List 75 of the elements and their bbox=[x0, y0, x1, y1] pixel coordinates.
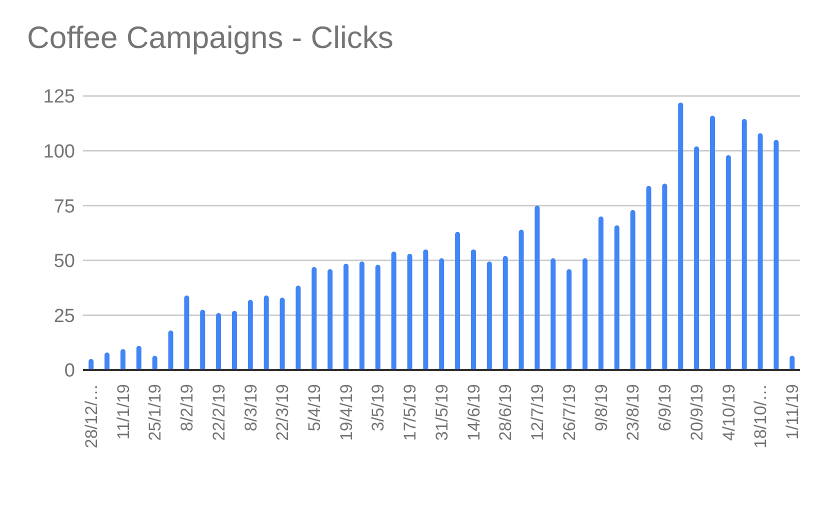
x-tick-label: 22/2/19 bbox=[209, 384, 228, 441]
bar bbox=[710, 116, 715, 370]
x-tick-label: 11/1/19 bbox=[114, 384, 133, 440]
bar bbox=[168, 330, 174, 370]
x-tick-label: 17/5/19 bbox=[400, 384, 420, 441]
bar bbox=[391, 252, 396, 370]
x-tick-label: 25/1/19 bbox=[146, 384, 165, 441]
bar bbox=[136, 346, 142, 370]
bar bbox=[344, 264, 349, 370]
bar bbox=[248, 300, 253, 370]
y-tick-label: 100 bbox=[43, 142, 75, 163]
x-tick-label: 28/6/19 bbox=[496, 384, 516, 441]
bar bbox=[678, 102, 684, 370]
x-tick-label: 3/5/19 bbox=[368, 384, 388, 432]
bar bbox=[455, 232, 460, 370]
chart-title: Coffee Campaigns - Clicks bbox=[27, 20, 394, 56]
bar bbox=[104, 352, 110, 370]
y-tick-label: 125 bbox=[43, 86, 75, 108]
bar bbox=[375, 264, 380, 370]
x-tick-label: 8/2/19 bbox=[178, 384, 197, 432]
bar bbox=[518, 230, 524, 370]
bar bbox=[534, 206, 540, 370]
bar bbox=[566, 269, 572, 370]
bar bbox=[662, 184, 668, 370]
bar bbox=[758, 133, 763, 370]
bar bbox=[470, 249, 476, 370]
x-tick-label: 5/4/19 bbox=[304, 384, 324, 432]
x-tick-label: 26/7/19 bbox=[560, 384, 579, 441]
bar bbox=[630, 210, 636, 370]
x-tick-label: 18/10/… bbox=[751, 384, 770, 448]
bar bbox=[423, 249, 428, 370]
bar bbox=[407, 254, 412, 370]
x-tick-label: 31/5/19 bbox=[432, 384, 452, 441]
bar bbox=[774, 140, 779, 370]
bar bbox=[790, 356, 795, 370]
bar bbox=[502, 256, 508, 370]
bar bbox=[264, 295, 269, 370]
x-tick-label: 8/3/19 bbox=[241, 384, 260, 432]
bar bbox=[742, 119, 747, 370]
bar bbox=[614, 225, 620, 370]
x-tick-label: 22/3/19 bbox=[273, 384, 292, 441]
bar bbox=[582, 258, 588, 370]
bar bbox=[184, 295, 190, 370]
bar bbox=[216, 313, 222, 370]
x-tick-label: 9/8/19 bbox=[592, 384, 611, 432]
x-tick-label: 20/9/19 bbox=[687, 384, 706, 441]
bar bbox=[296, 286, 301, 370]
bar bbox=[726, 155, 731, 370]
x-tick-label: 23/8/19 bbox=[624, 384, 643, 441]
y-tick-label: 0 bbox=[64, 360, 75, 382]
x-tick-label: 28/12/… bbox=[82, 384, 101, 448]
x-tick-label: 12/7/19 bbox=[528, 384, 548, 441]
bar bbox=[646, 186, 652, 370]
x-tick-label: 6/9/19 bbox=[656, 384, 675, 432]
bar bbox=[152, 356, 158, 370]
bar bbox=[120, 349, 126, 370]
y-tick-label: 50 bbox=[54, 251, 75, 272]
bar bbox=[200, 310, 206, 370]
bar bbox=[359, 261, 364, 370]
y-tick-label: 25 bbox=[54, 306, 75, 327]
bar bbox=[439, 258, 444, 370]
bar bbox=[328, 269, 333, 370]
bar bbox=[550, 258, 556, 370]
bar bbox=[232, 310, 237, 370]
bar bbox=[694, 146, 700, 370]
x-tick-label: 14/6/19 bbox=[464, 384, 484, 441]
bar bbox=[312, 266, 317, 370]
bar bbox=[280, 298, 285, 370]
x-tick-label: 19/4/19 bbox=[336, 384, 356, 441]
x-tick-label: 4/10/19 bbox=[719, 384, 738, 441]
bar bbox=[486, 261, 492, 370]
bar bbox=[88, 359, 94, 370]
bar bbox=[598, 216, 604, 370]
x-tick-label: 1/11/19 bbox=[782, 384, 802, 440]
y-tick-label: 75 bbox=[54, 196, 75, 218]
